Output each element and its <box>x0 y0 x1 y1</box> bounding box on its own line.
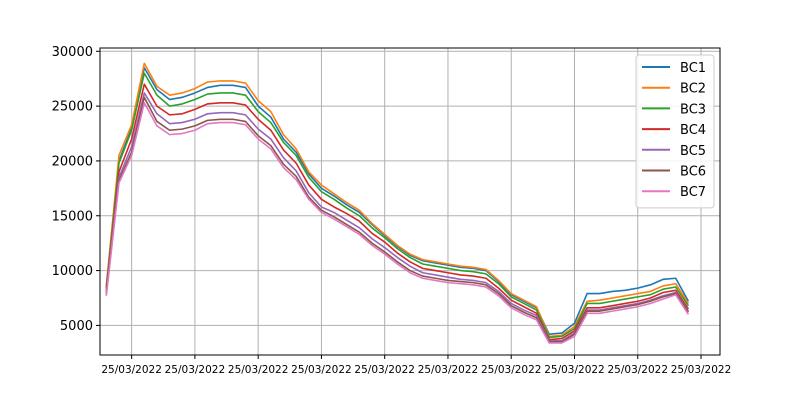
x-tick-label: 25/03/2022 <box>607 364 668 376</box>
legend-label: BC4 <box>680 123 706 138</box>
series-line-bc1 <box>105 66 690 335</box>
y-tick-label: 10000 <box>52 264 93 279</box>
series-line-bc2 <box>105 62 690 338</box>
plot-frame <box>99 47 721 356</box>
x-tick-label: 25/03/2022 <box>101 364 162 376</box>
series-lines <box>105 62 690 344</box>
legend-label: BC5 <box>680 144 706 159</box>
y-tick-label: 30000 <box>52 45 93 60</box>
x-axis: 25/03/2022 25/03/2022 25/03/2022 25/03/2022… <box>101 355 731 376</box>
series-line-bc7 <box>105 102 690 344</box>
x-tick-label: 25/03/2022 <box>354 364 415 376</box>
x-tick-label: 25/03/2022 <box>544 364 605 376</box>
legend-label: BC3 <box>680 102 706 117</box>
x-tick-label: 25/03/2022 <box>228 364 289 376</box>
x-tick-label: 25/03/2022 <box>418 364 479 376</box>
legend-label: BC2 <box>680 82 706 97</box>
x-tick-label: 25/03/2022 <box>481 364 542 376</box>
x-tick-label: 25/03/2022 <box>291 364 352 376</box>
legend-label: BC7 <box>680 185 706 200</box>
y-tick-label: 15000 <box>52 209 93 224</box>
legend-label: BC6 <box>680 165 706 180</box>
legend: BC1 BC2 BC3 BC4 BC5 BC6 BC7 <box>635 54 715 209</box>
series-line-bc6 <box>105 96 690 343</box>
series-line-bc3 <box>105 72 690 339</box>
y-tick-label: 25000 <box>52 100 93 115</box>
y-tick-label: 5000 <box>60 319 93 334</box>
series-line-bc5 <box>105 92 690 342</box>
x-tick-label: 25/03/2022 <box>165 364 226 376</box>
y-axis: 5000 10000 15000 20000 25000 30000 <box>52 45 100 334</box>
series-line-bc4 <box>105 83 690 341</box>
y-tick-label: 20000 <box>52 154 93 169</box>
x-tick-label: 25/03/2022 <box>671 364 732 376</box>
legend-label: BC1 <box>680 61 706 76</box>
